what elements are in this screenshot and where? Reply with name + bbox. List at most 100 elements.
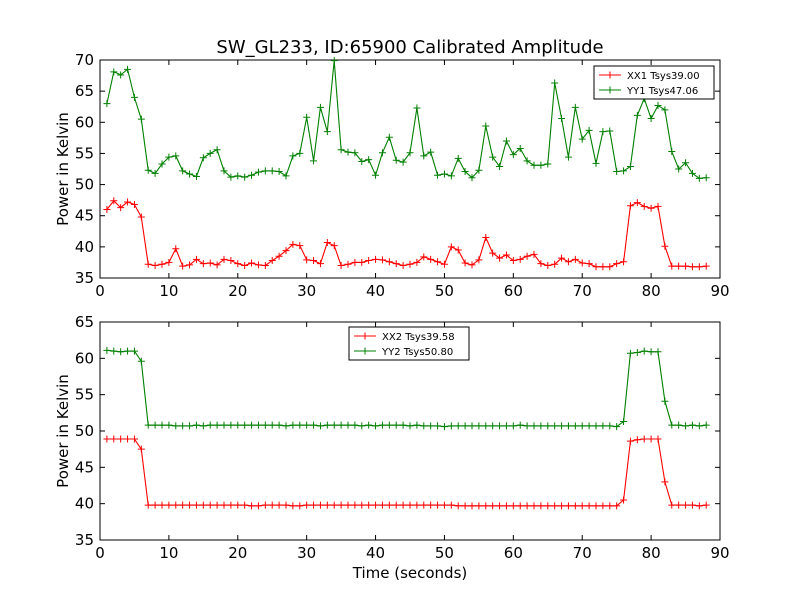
data-point-marker: [654, 101, 662, 109]
data-point-marker: [399, 158, 407, 166]
data-point-marker: [275, 501, 283, 509]
legend-marker-swatch: [361, 347, 369, 355]
data-point-marker: [551, 79, 559, 87]
data-point-marker: [261, 167, 269, 175]
data-point-marker: [489, 153, 497, 161]
data-point-marker: [365, 257, 373, 265]
x-tick-label: 20: [228, 282, 247, 300]
x-tick-label: 0: [95, 282, 105, 300]
data-point-marker: [544, 422, 552, 430]
data-point-marker: [385, 258, 393, 266]
data-point-marker: [413, 258, 421, 266]
data-point-marker: [544, 502, 552, 510]
data-point-marker: [516, 502, 524, 510]
data-point-marker: [688, 501, 696, 509]
data-point-marker: [199, 154, 207, 162]
data-point-marker: [261, 421, 269, 429]
data-point-marker: [241, 262, 249, 270]
data-point-marker: [206, 421, 214, 429]
data-point-marker: [213, 261, 221, 269]
data-point-marker: [365, 421, 373, 429]
data-point-marker: [186, 170, 194, 178]
data-point-marker: [406, 260, 414, 268]
data-point-marker: [192, 421, 200, 429]
data-point-marker: [303, 421, 311, 429]
legend-marker-swatch: [606, 86, 614, 94]
data-point-marker: [130, 347, 138, 355]
data-point-marker: [186, 261, 194, 269]
data-point-marker: [406, 149, 414, 157]
data-point-marker: [261, 501, 269, 509]
data-point-marker: [227, 173, 235, 181]
x-tick-label: 30: [297, 282, 316, 300]
x-tick-label: 50: [435, 282, 454, 300]
data-point-marker: [316, 501, 324, 509]
x-tick-label: 20: [228, 544, 247, 562]
data-point-marker: [206, 149, 214, 157]
data-point-marker: [344, 148, 352, 156]
data-point-marker: [220, 255, 228, 263]
x-tick-label: 10: [159, 544, 178, 562]
data-point-marker: [151, 421, 159, 429]
x-tick-label: 70: [573, 282, 592, 300]
data-point-marker: [461, 422, 469, 430]
data-point-marker: [530, 250, 538, 258]
data-point-marker: [530, 502, 538, 510]
top-chart-panel: 0 10 20 30 40 50 60 70 80 90 35 40 45 50 55 60 65 70 Power…: [54, 51, 730, 300]
data-point-marker: [489, 502, 497, 510]
data-point-marker: [206, 259, 214, 267]
data-point-marker: [358, 422, 366, 430]
data-point-marker: [537, 260, 545, 268]
data-point-marker: [344, 421, 352, 429]
data-point-marker: [544, 262, 552, 270]
data-point-marker: [323, 238, 331, 246]
data-point-marker: [310, 421, 318, 429]
data-point-marker: [248, 259, 256, 267]
data-point-marker: [378, 501, 386, 509]
data-point-marker: [668, 148, 676, 156]
data-point-marker: [392, 260, 400, 268]
data-point-marker: [688, 169, 696, 177]
figure-title: SW_GL233, ID:65900 Calibrated Amplitude: [216, 37, 603, 58]
data-point-marker: [482, 122, 490, 130]
data-point-marker: [434, 501, 442, 509]
data-point-marker: [137, 445, 145, 453]
data-point-marker: [282, 247, 290, 255]
data-point-marker: [585, 260, 593, 268]
data-point-marker: [241, 501, 249, 509]
data-point-marker: [124, 198, 132, 206]
data-point-marker: [434, 258, 442, 266]
data-point-marker: [564, 422, 572, 430]
data-point-marker: [275, 167, 283, 175]
data-point-marker: [103, 100, 111, 108]
data-point-marker: [165, 421, 173, 429]
y-tick-label: 40: [75, 495, 94, 513]
data-point-marker: [633, 349, 641, 357]
y-tick-label: 40: [75, 238, 94, 256]
data-point-marker: [289, 502, 297, 510]
data-point-marker: [578, 259, 586, 267]
x-tick-label: 60: [504, 282, 523, 300]
x-axis-label: Time (seconds): [352, 564, 468, 582]
data-point-marker: [702, 501, 710, 509]
data-point-marker: [351, 421, 359, 429]
data-point-marker: [179, 167, 187, 175]
data-point-marker: [117, 435, 125, 443]
data-point-marker: [130, 435, 138, 443]
data-point-marker: [661, 397, 669, 405]
data-point-marker: [688, 263, 696, 271]
x-tick-label: 80: [642, 544, 661, 562]
data-point-marker: [661, 478, 669, 486]
data-point-marker: [310, 157, 318, 165]
data-point-marker: [496, 422, 504, 430]
data-point-marker: [606, 127, 614, 135]
x-tick-label: 70: [573, 544, 592, 562]
data-point-marker: [564, 502, 572, 510]
data-point-marker: [303, 113, 311, 121]
data-point-marker: [213, 501, 221, 509]
data-point-marker: [289, 421, 297, 429]
data-point-marker: [620, 258, 628, 266]
data-point-marker: [110, 68, 118, 76]
data-point-marker: [248, 421, 256, 429]
